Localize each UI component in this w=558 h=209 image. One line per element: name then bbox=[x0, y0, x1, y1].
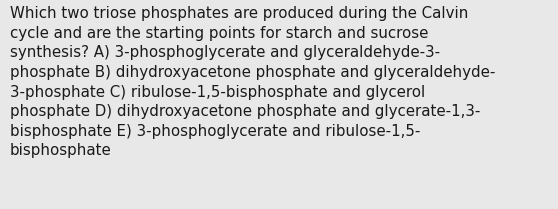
Text: Which two triose phosphates are produced during the Calvin
cycle and are the sta: Which two triose phosphates are produced… bbox=[10, 6, 496, 158]
